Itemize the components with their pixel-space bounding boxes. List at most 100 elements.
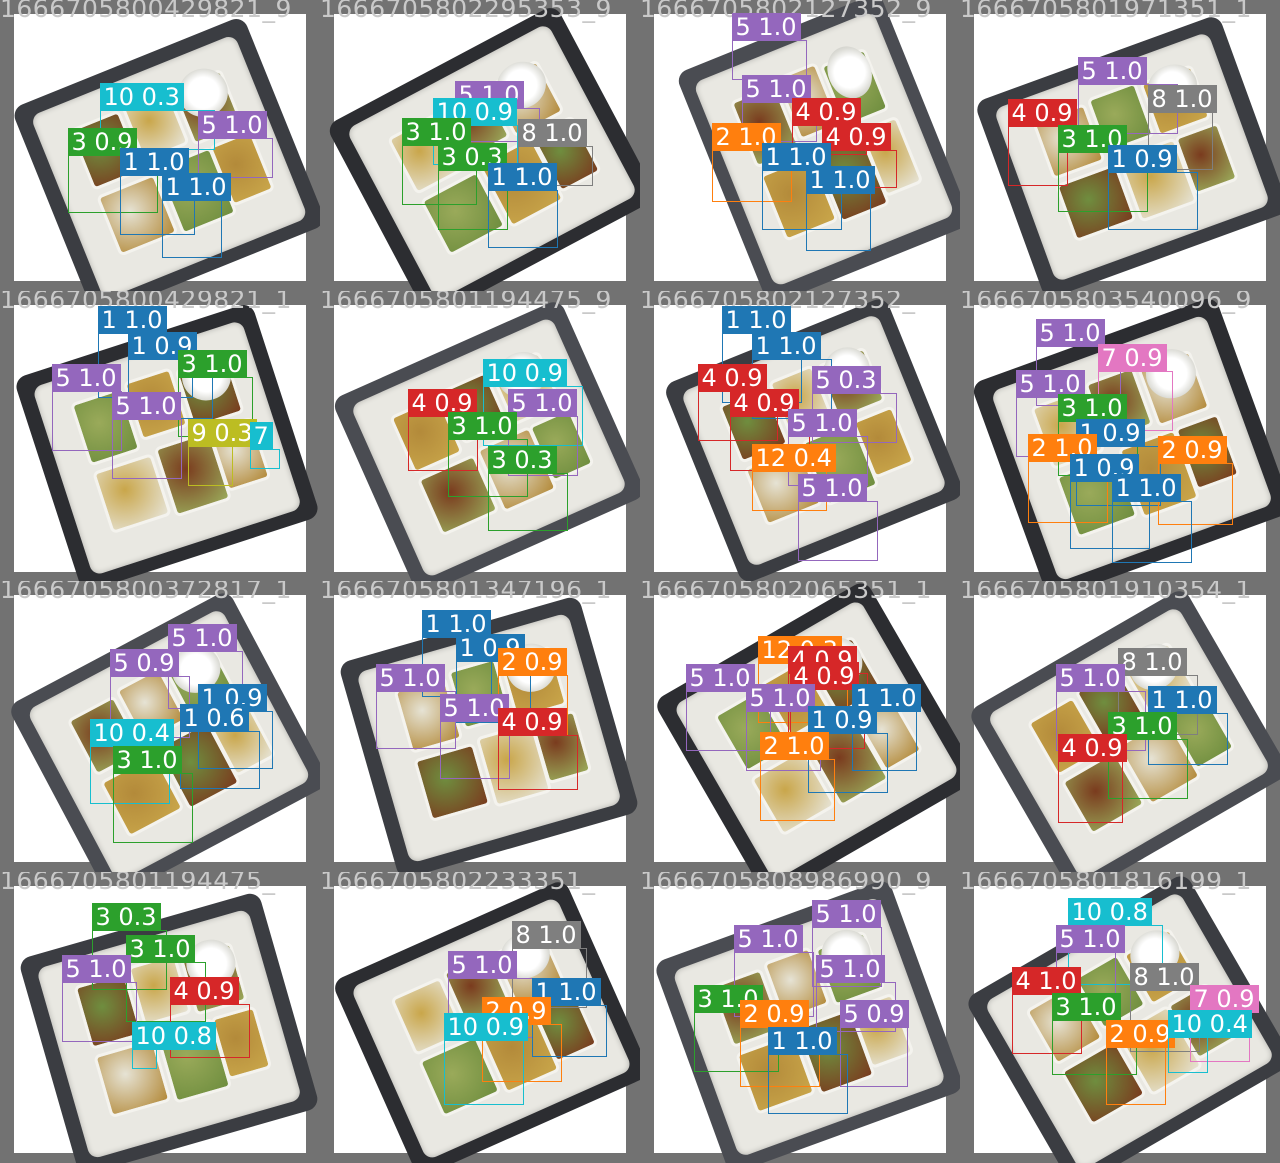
detection-box[interactable]: 10 0.8 [131,1022,216,1069]
detection-box[interactable]: 3 1.0 [1057,125,1148,212]
detection-box[interactable]: 3 1.0 [1051,993,1137,1075]
detection-box[interactable]: 5 1.0 [733,925,814,1017]
detection-box[interactable]: 1 1.0 [805,166,875,251]
detection-label: 4 0.9 [791,98,861,126]
detection-box[interactable]: 2 0.9 [497,648,568,735]
detection-box[interactable]: 4 0.9 [1057,734,1127,823]
detection-box[interactable]: 5 1.0 [507,389,578,476]
detection-box[interactable]: 1 0.9 [1075,419,1161,506]
detection-box[interactable]: 4 0.9 [497,708,578,790]
detection-box[interactable]: 10 0.9 [482,359,583,446]
detection-box[interactable]: 1 0.9 [807,706,888,793]
detection-box[interactable]: 3 1.0 [1057,394,1138,476]
detection-label: 5 1.0 [797,474,867,502]
detection-box[interactable]: 7 [249,422,280,469]
detection-box[interactable]: 3 0.3 [437,143,508,230]
detection-box[interactable]: 1 1.0 [421,610,492,697]
detection-box[interactable]: 3 1.0 [401,118,477,205]
detection-box[interactable]: 2 0.9 [1105,1020,1175,1105]
detection-box[interactable]: 4 1.0 [1011,967,1082,1054]
detection-label: 1 1.0 [1111,474,1181,502]
detection-box[interactable]: 4 0.9 [729,389,810,471]
detection-box[interactable]: 2 1.0 [759,732,835,821]
detection-label: 10 0.4 [1167,1010,1252,1038]
detection-label: 9 0.3 [187,419,257,447]
detection-box[interactable]: 5 1.0 [197,111,273,178]
detection-box[interactable]: 1 1.0 [767,1027,848,1114]
image-cell[interactable]: 1666705801194475_9 4 0.9 10 0.9 5 1.0 3 1.0 3… [320,291,640,582]
detection-box[interactable]: 5 1.0 [1055,925,1125,1002]
image-cell[interactable]: 1666705800429821_9 10 0.3 5 1.0 3 0.9 1 1.0 1… [0,0,320,291]
detection-box[interactable]: 3 1.0 [112,746,193,843]
image-cell[interactable]: 1666705802233351_ 8 1.0 5 1.0 1 1.0 2 0.9 10 … [320,872,640,1163]
image-cell[interactable]: 1666705802295353_9 5 1.0 10 0.9 3 1.0 8 1.0 3… [320,0,640,291]
detection-box[interactable]: 5 1.0 [447,951,533,1038]
detection-label: 5 1.0 [815,955,885,983]
detection-box[interactable]: 3 0.3 [91,903,167,990]
detection-box[interactable]: 1 1.0 [1111,474,1192,563]
detection-box[interactable]: 5 1.0 [61,955,137,1042]
image-filename: 1666705801910354_1 [960,581,1252,604]
detection-box[interactable]: 4 0.9 [169,977,250,1058]
detection-box[interactable]: 5 1.0 [797,474,878,561]
detection-box[interactable]: 5 1.0 [167,624,243,709]
detection-box[interactable]: 8 1.0 [1147,85,1217,170]
detection-box[interactable]: 5 1.0 [745,684,821,771]
detection-box[interactable]: 4 0.9 [789,662,865,749]
detection-box[interactable]: 5 0.9 [109,649,190,738]
image-cell[interactable]: 1666705801816199_1 10 0.8 5 1.0 4 1.0 8 1.0 7… [960,872,1280,1163]
detection-box[interactable]: 1 0.9 [1107,145,1198,230]
image-cell[interactable]: 1666705808986990_9 5 1.0 5 1.0 5 1.0 3 1.0 5 … [640,872,960,1163]
detection-label: 5 1.0 [507,389,577,417]
detection-box[interactable]: 5 1.0 [811,900,882,987]
detection-box[interactable]: 5 1.0 [685,664,771,751]
image-cell[interactable]: 1666705803540096_9 5 1.0 7 0.9 5 1.0 3 1.0 1 … [960,291,1280,582]
detection-box[interactable]: 10 0.4 [1167,1010,1252,1073]
detection-box[interactable]: 5 1.0 [375,664,456,749]
image-cell[interactable]: 1666705801910354_1 8 1.0 5 1.0 1 1.0 3 1.0 4 … [960,581,1280,872]
detection-box[interactable]: 10 0.3 [99,83,215,150]
image-cell[interactable]: 1666705801347196_1 1 1.0 1 0.9 2 0.9 5 1.0 5 … [320,581,640,872]
detection-label: 3 1.0 [401,118,471,146]
detection-box[interactable]: 5 1.0 [1035,319,1121,406]
detection-box[interactable]: 5 1.0 [51,364,122,451]
detection-box[interactable]: 1 1.0 [1147,686,1228,765]
detection-box[interactable]: 7 0.9 [1189,985,1259,1062]
detection-box[interactable]: 10 0.9 [443,1013,528,1105]
image-cell[interactable]: 1666705800372817_1 5 1.0 5 0.9 1 0.9 1 0.6 10… [0,581,320,872]
detection-box[interactable]: 8 1.0 [511,921,587,1008]
detection-box[interactable]: 5 0.9 [839,1000,909,1087]
detection-box[interactable]: 1 1.0 [119,148,195,235]
detection-label: 5 1.0 [741,75,811,103]
detection-box[interactable]: 1 1.0 [721,306,802,403]
detection-box[interactable]: 5 1.0 [439,694,510,779]
image-cell[interactable]: 1666705801971351_1 5 1.0 4 0.9 8 1.0 3 1.0 1 … [960,0,1280,291]
detection-box[interactable]: 5 1.0 [815,955,896,1032]
detection-box[interactable]: 3 1.0 [177,350,253,437]
detection-box[interactable]: 5 1.0 [111,392,182,479]
detection-label: 2 1.0 [759,732,829,760]
detection-box[interactable]: 1 1.0 [751,332,832,419]
image-filename: 1666705803540096_9 [960,291,1252,314]
detection-box[interactable]: 8 1.0 [1117,648,1198,735]
detection-label: 5 1.0 [811,900,881,928]
detection-box[interactable]: 5 1.0 [1055,664,1146,751]
detection-box[interactable]: 4 0.9 [821,123,897,188]
detection-box[interactable]: 9 0.3 [187,419,257,486]
detection-box[interactable]: 2 0.9 [1157,436,1233,525]
detection-box[interactable]: 1 0.6 [179,704,260,789]
detection-box[interactable]: 4 0.9 [1007,99,1077,186]
detection-box[interactable]: 2 0.9 [739,1000,820,1087]
detection-box[interactable]: 3 0.3 [487,446,568,531]
image-cell[interactable]: 1666705802127352_9 5 1.0 5 1.0 4 0.9 2 1.0 4 … [640,0,960,291]
image-cell[interactable]: 1666705802127352_ 1 1.0 1 1.0 4 0.9 5 0.3 4 0… [640,291,960,582]
detection-box[interactable]: 5 1.0 [731,13,807,80]
detection-box[interactable]: 3 1.0 [447,412,528,497]
detection-box[interactable]: 1 1.0 [487,163,558,248]
detection-box[interactable]: 8 1.0 [517,119,593,186]
detection-box[interactable]: 1 1.0 [161,173,231,258]
detection-box[interactable]: 5 1.0 [1015,370,1086,457]
image-cell[interactable]: 1666705800429821_1 1 1.0 1 0.9 3 1.0 5 1.0 5 … [0,291,320,582]
image-cell[interactable]: 1666705802065351_112 0.34 0.94 0.95 1.05… [640,581,960,872]
image-cell[interactable]: 1666705801194475_ 3 0.3 3 1.0 5 1.0 4 0.9 10 … [0,872,320,1163]
